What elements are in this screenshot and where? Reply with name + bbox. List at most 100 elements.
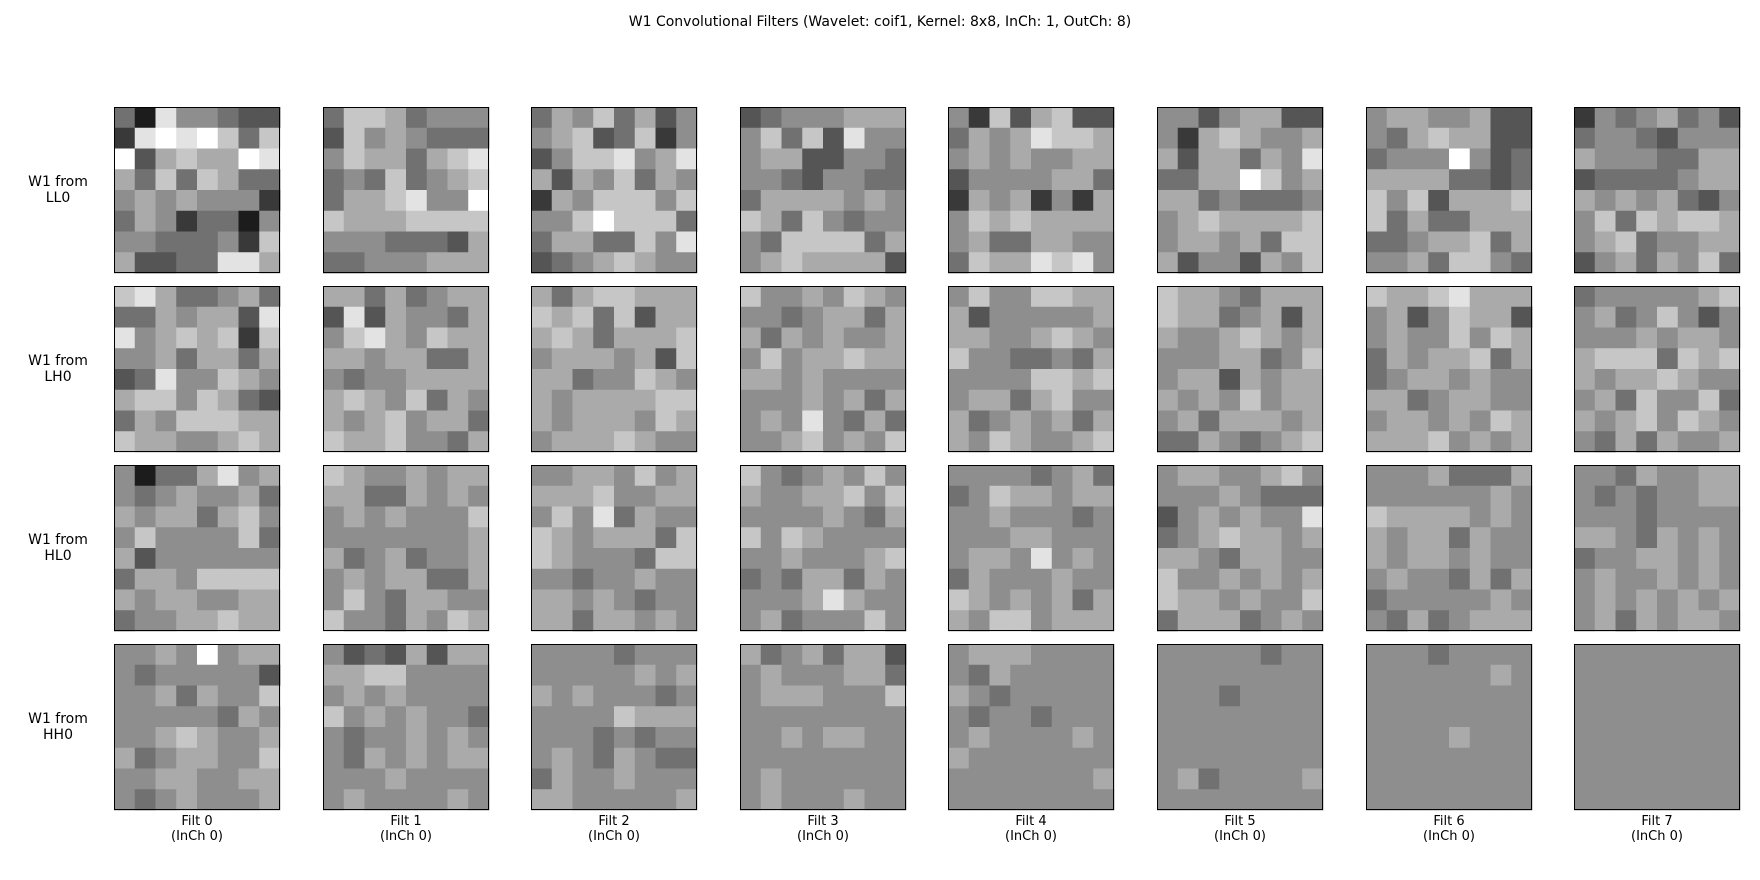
heatmap-pixel — [1594, 610, 1616, 632]
heatmap-pixel — [1574, 589, 1596, 611]
heatmap-pixel — [614, 485, 636, 507]
heatmap-pixel — [823, 369, 845, 391]
heatmap-pixel — [134, 644, 156, 666]
heatmap-pixel — [802, 610, 824, 632]
heatmap-pixel — [823, 148, 845, 170]
heatmap-pixel — [176, 348, 198, 370]
heatmap-pixel — [1615, 465, 1637, 487]
heatmap-pixel — [1051, 389, 1073, 411]
heatmap-pixel — [1240, 169, 1262, 191]
heatmap-pixel — [323, 327, 345, 349]
heatmap-pixel — [134, 252, 156, 274]
heatmap-pixel — [1698, 327, 1720, 349]
heatmap-pixel — [1302, 548, 1324, 570]
heatmap-pixel — [885, 127, 907, 149]
heatmap-pixel — [614, 127, 636, 149]
heatmap-pixel — [323, 306, 345, 328]
heatmap-pixel — [1281, 169, 1303, 191]
heatmap-pixel — [1469, 169, 1491, 191]
heatmap-pixel — [385, 506, 407, 528]
heatmap-pixel — [1490, 286, 1512, 308]
heatmap-pixel — [1281, 286, 1303, 308]
subplot-frame — [323, 286, 489, 452]
heatmap-pixel — [740, 348, 762, 370]
heatmap-pixel — [843, 789, 865, 811]
heatmap-pixel — [259, 768, 281, 790]
heatmap-pixel — [197, 369, 219, 391]
heatmap-pixel — [364, 527, 386, 549]
heatmap-pixel — [823, 610, 845, 632]
heatmap-pixel — [217, 148, 239, 170]
heatmap-pixel — [1010, 685, 1032, 707]
heatmap-pixel — [885, 431, 907, 453]
heatmap-pixel — [1177, 589, 1199, 611]
heatmap-pixel — [1072, 231, 1094, 253]
heatmap-pixel — [1636, 706, 1658, 728]
heatmap-pixel — [1386, 369, 1408, 391]
heatmap-pixel — [1051, 706, 1073, 728]
heatmap-pixel — [406, 589, 428, 611]
heatmap-pixel — [1157, 410, 1179, 432]
heatmap-pixel — [1051, 431, 1073, 453]
heatmap-pixel — [1511, 389, 1533, 411]
heatmap-pixel — [1157, 568, 1179, 590]
heatmap-pixel — [1302, 190, 1324, 212]
heatmap-pixel — [1240, 506, 1262, 528]
heatmap-pixel — [676, 252, 698, 274]
heatmap-pixel — [1677, 768, 1699, 790]
heatmap-pixel — [843, 190, 865, 212]
heatmap-pixel — [1677, 327, 1699, 349]
heatmap-pixel — [1677, 190, 1699, 212]
heatmap-pixel — [676, 169, 698, 191]
heatmap-pixel — [323, 527, 345, 549]
heatmap-pixel — [1051, 306, 1073, 328]
heatmap-pixel — [1657, 789, 1679, 811]
heatmap-pixel — [447, 431, 469, 453]
heatmap-pixel — [1260, 389, 1282, 411]
heatmap-pixel — [1240, 465, 1262, 487]
heatmap-pixel — [259, 644, 281, 666]
heatmap-pixel — [1428, 148, 1450, 170]
heatmap-pixel — [1240, 190, 1262, 212]
column-label-line: Filt 5 — [1224, 814, 1256, 829]
heatmap-pixel — [968, 389, 990, 411]
heatmap-pixel — [1051, 610, 1073, 632]
heatmap-pixel — [468, 664, 490, 686]
column-label-line: Filt 0 — [181, 814, 213, 829]
heatmap-pixel — [781, 210, 803, 232]
heatmap-pixel — [1574, 327, 1596, 349]
heatmap-pixel — [134, 389, 156, 411]
heatmap-pixel — [1093, 589, 1115, 611]
heatmap-pixel — [531, 169, 553, 191]
heatmap-pixel — [823, 465, 845, 487]
heatmap-pixel — [447, 664, 469, 686]
subplot-frame — [114, 644, 280, 810]
heatmap-pixel — [217, 506, 239, 528]
heatmap-pixel — [1093, 747, 1115, 769]
heatmap-pixel — [385, 327, 407, 349]
heatmap-pixel — [1093, 789, 1115, 811]
heatmap-pixel — [1031, 148, 1053, 170]
heatmap-pixel — [114, 148, 136, 170]
heatmap-pixel — [968, 431, 990, 453]
heatmap-pixel — [1407, 210, 1429, 232]
heatmap-pixel — [1490, 431, 1512, 453]
heatmap-pixel — [1511, 306, 1533, 328]
heatmap-pixel — [406, 768, 428, 790]
heatmap-pixel — [968, 369, 990, 391]
heatmap-pixel — [1302, 348, 1324, 370]
heatmap-pixel — [343, 747, 365, 769]
heatmap-pixel — [1260, 231, 1282, 253]
heatmap-pixel — [1574, 465, 1596, 487]
heatmap-pixel — [948, 465, 970, 487]
heatmap-pixel — [1615, 485, 1637, 507]
heatmap-pixel — [323, 190, 345, 212]
heatmap-pixel — [1469, 190, 1491, 212]
heatmap-pixel — [1490, 210, 1512, 232]
heatmap-pixel — [406, 610, 428, 632]
heatmap-pixel — [197, 410, 219, 432]
heatmap-pixel — [593, 148, 615, 170]
heatmap-pixel — [1386, 485, 1408, 507]
heatmap-pixel — [1072, 768, 1094, 790]
heatmap-pixel — [968, 706, 990, 728]
